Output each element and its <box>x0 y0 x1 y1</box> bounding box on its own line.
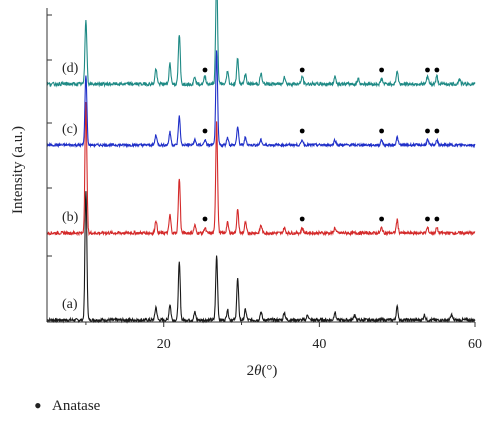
legend-label: Anatase <box>52 398 101 414</box>
anatase-marker <box>299 128 305 134</box>
series-line-a <box>46 191 476 324</box>
y-axis-title: Intensity (a.u.) <box>10 126 26 214</box>
anatase-marker <box>202 128 208 134</box>
series-label-a: (a) <box>62 297 78 312</box>
series-line-b <box>46 101 476 237</box>
anatase-marker-layer <box>202 67 440 222</box>
anatase-marker <box>379 67 384 73</box>
legend-marker: • <box>34 393 42 418</box>
anatase-marker <box>202 216 208 222</box>
x-tick-label: 40 <box>312 337 326 352</box>
anatase-marker <box>299 67 305 73</box>
series-label-c: (c) <box>62 122 78 137</box>
x-axis-title: 2θ(°) <box>247 363 278 379</box>
anatase-marker <box>379 128 384 134</box>
series-line-c <box>46 50 476 149</box>
series-layer: (a) (b) (c) (d) <box>46 0 476 324</box>
anatase-marker <box>434 216 440 222</box>
anatase-marker <box>202 67 208 73</box>
series-line-d <box>46 0 476 88</box>
series-label-b: (b) <box>62 210 79 225</box>
axes-layer: 20 40 60 <box>46 8 482 352</box>
anatase-marker <box>379 216 384 222</box>
anatase-marker <box>425 128 430 134</box>
anatase-marker <box>434 67 440 73</box>
anatase-marker <box>425 216 430 222</box>
x-tick-label: 20 <box>157 337 171 352</box>
anatase-marker <box>425 67 430 73</box>
anatase-marker <box>434 128 440 134</box>
x-tick-label: 60 <box>468 337 482 352</box>
anatase-marker <box>299 216 305 222</box>
series-label-d: (d) <box>62 61 79 76</box>
legend: • Anatase <box>34 393 101 418</box>
